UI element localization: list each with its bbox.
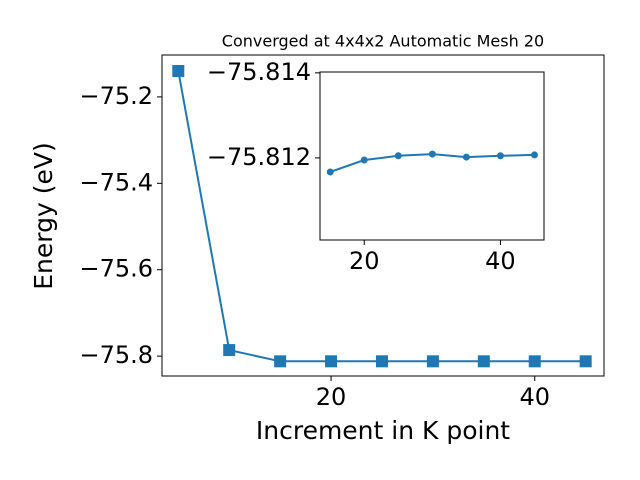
y-tick-label: −75.2 xyxy=(79,82,153,110)
marker xyxy=(360,156,368,164)
marker xyxy=(223,344,236,357)
marker xyxy=(530,151,538,159)
marker xyxy=(477,355,490,368)
marker xyxy=(426,355,439,368)
marker xyxy=(172,64,185,77)
x-tick-label: 20 xyxy=(349,247,380,275)
marker xyxy=(462,153,470,161)
chart-title: Converged at 4x4x2 Automatic Mesh 20 xyxy=(222,32,544,51)
marker xyxy=(579,355,592,368)
marker xyxy=(326,168,334,176)
marker xyxy=(428,150,436,158)
marker xyxy=(496,152,504,160)
y-axis-label: Energy (eV) xyxy=(29,142,58,289)
x-tick-label: 40 xyxy=(519,383,550,411)
marker xyxy=(394,152,402,160)
x-axis-label: Increment in K point xyxy=(256,416,510,445)
y-tick-label: −75.814 xyxy=(207,58,311,86)
x-tick-label: 40 xyxy=(485,247,516,275)
marker xyxy=(375,355,388,368)
y-tick-label: −75.8 xyxy=(79,341,153,369)
y-tick-label: −75.6 xyxy=(79,255,153,283)
marker xyxy=(528,355,541,368)
marker xyxy=(274,355,287,368)
y-tick-label: −75.812 xyxy=(207,143,311,171)
y-tick-label: −75.4 xyxy=(79,168,153,196)
x-tick-label: 20 xyxy=(316,383,347,411)
marker xyxy=(325,355,338,368)
